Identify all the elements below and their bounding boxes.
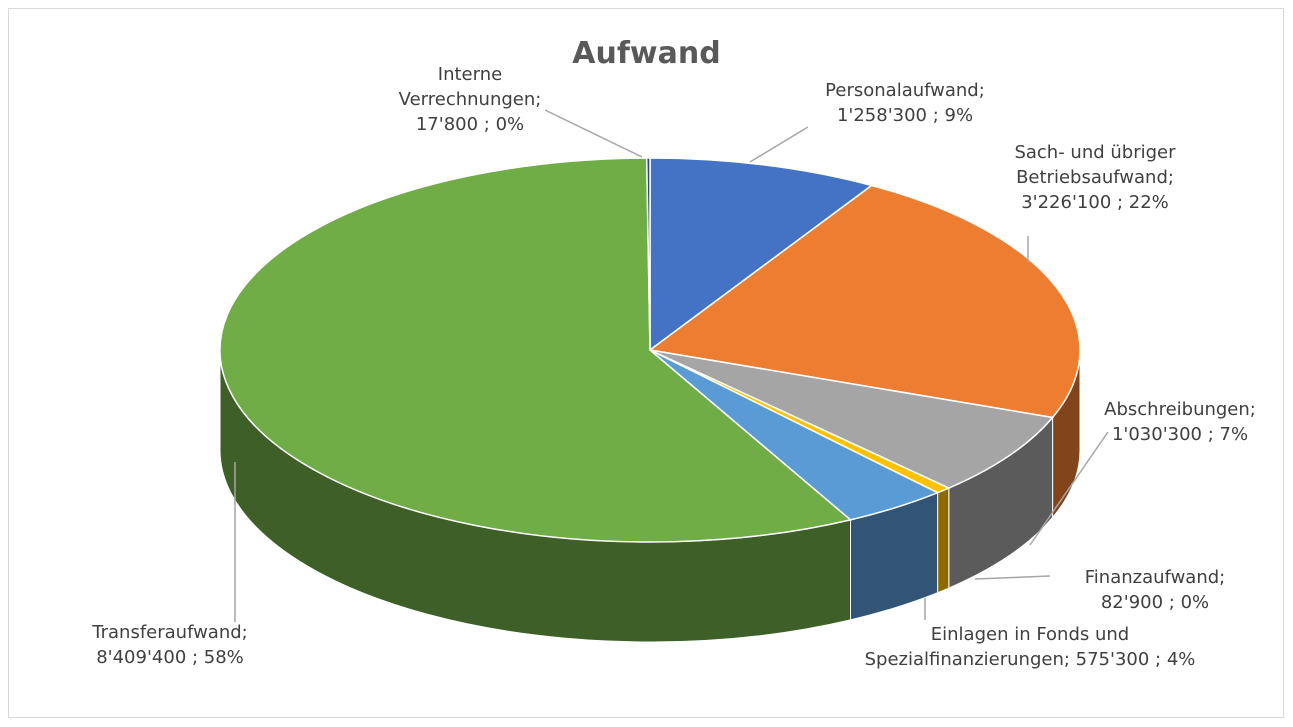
value-label: 3'226'100 ; 22% [1021, 192, 1169, 213]
category-label: Finanzaufwand; [1084, 567, 1226, 588]
value-label: 575'300 ; 4% [1075, 649, 1196, 670]
value-label: 1'258'300 ; 9% [836, 105, 974, 126]
slice [645, 157, 651, 351]
slice-side [937, 487, 950, 594]
slice [649, 157, 874, 352]
leader-line [544, 109, 643, 158]
category-label: Personalaufwand; [825, 80, 985, 101]
leader-line [1029, 431, 1109, 546]
data-label: Einlagen in Fonds und Spezialfinanzierun… [860, 622, 1200, 672]
data-label: Abschreibungen; 1'030'300 ; 7% [1085, 397, 1275, 447]
leader-line [974, 575, 1051, 580]
category-label: Einlagen in Fonds und Spezialfinanzierun… [864, 624, 1130, 670]
value-label: 1'030'300 ; 7% [1111, 424, 1249, 445]
slice [219, 157, 853, 543]
slice [648, 184, 1081, 419]
data-label: Sach- und übriger Betriebsaufwand; 3'226… [995, 140, 1195, 215]
value-label: 17'800 ; 0% [415, 114, 525, 135]
category-label: Transferaufwand; [92, 622, 248, 643]
data-label: Personalaufwand; 1'258'300 ; 9% [790, 78, 1020, 128]
data-label: Interne Verrechnungen; 17'800 ; 0% [385, 62, 555, 137]
category-label: Interne Verrechnungen; [398, 64, 542, 110]
data-label: Transferaufwand; 8'409'400 ; 58% [55, 620, 285, 670]
category-label: Abschreibungen; [1104, 399, 1256, 420]
slice [649, 349, 1054, 489]
data-label: Finanzaufwand; 82'900 ; 0% [1060, 565, 1250, 615]
leader-line [749, 126, 809, 163]
category-label: Sach- und übriger Betriebsaufwand; [1014, 142, 1176, 188]
value-label: 8'409'400 ; 58% [96, 647, 244, 668]
chart-title: Aufwand [572, 36, 721, 71]
value-label: 82'900 ; 0% [1100, 592, 1210, 613]
